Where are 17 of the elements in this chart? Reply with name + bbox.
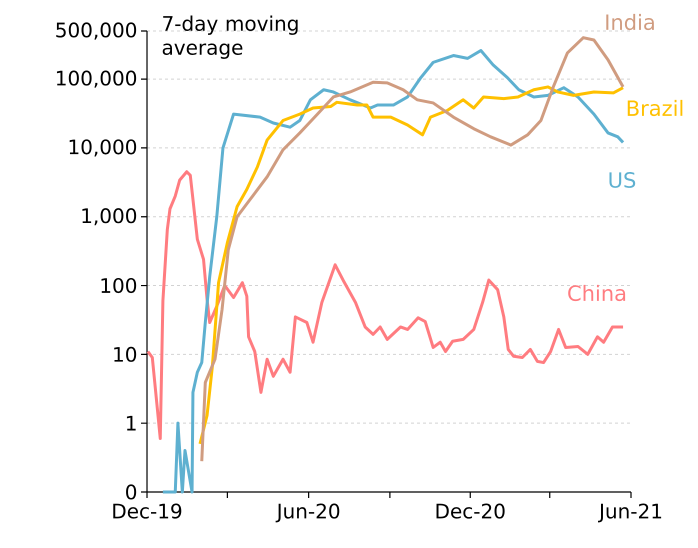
y-tick-label: 100,000 (56, 70, 136, 88)
x-tick-label: Dec-19 (113, 504, 182, 519)
y-tick-label: 500,000 (56, 22, 136, 40)
series-label: Brazil (628, 100, 682, 116)
x-tick-label: Dec-20 (436, 504, 505, 519)
y-tick-label: 0 (126, 484, 136, 500)
y-tick-label: 1,000 (82, 208, 136, 226)
series-label: US (609, 172, 636, 188)
annotation: 7-day moving average (162, 16, 298, 59)
y-tick-label: 10,000 (70, 139, 136, 156)
series-label: India (606, 14, 654, 30)
series-label: China (568, 284, 626, 302)
x-tick-label: Jun-21 (598, 504, 662, 522)
y-tick-label: 1 (126, 416, 136, 430)
y-tick-label: 100 (101, 278, 136, 294)
x-tick-label: Jun-20 (276, 504, 340, 522)
y-tick-label: 10 (114, 346, 136, 362)
